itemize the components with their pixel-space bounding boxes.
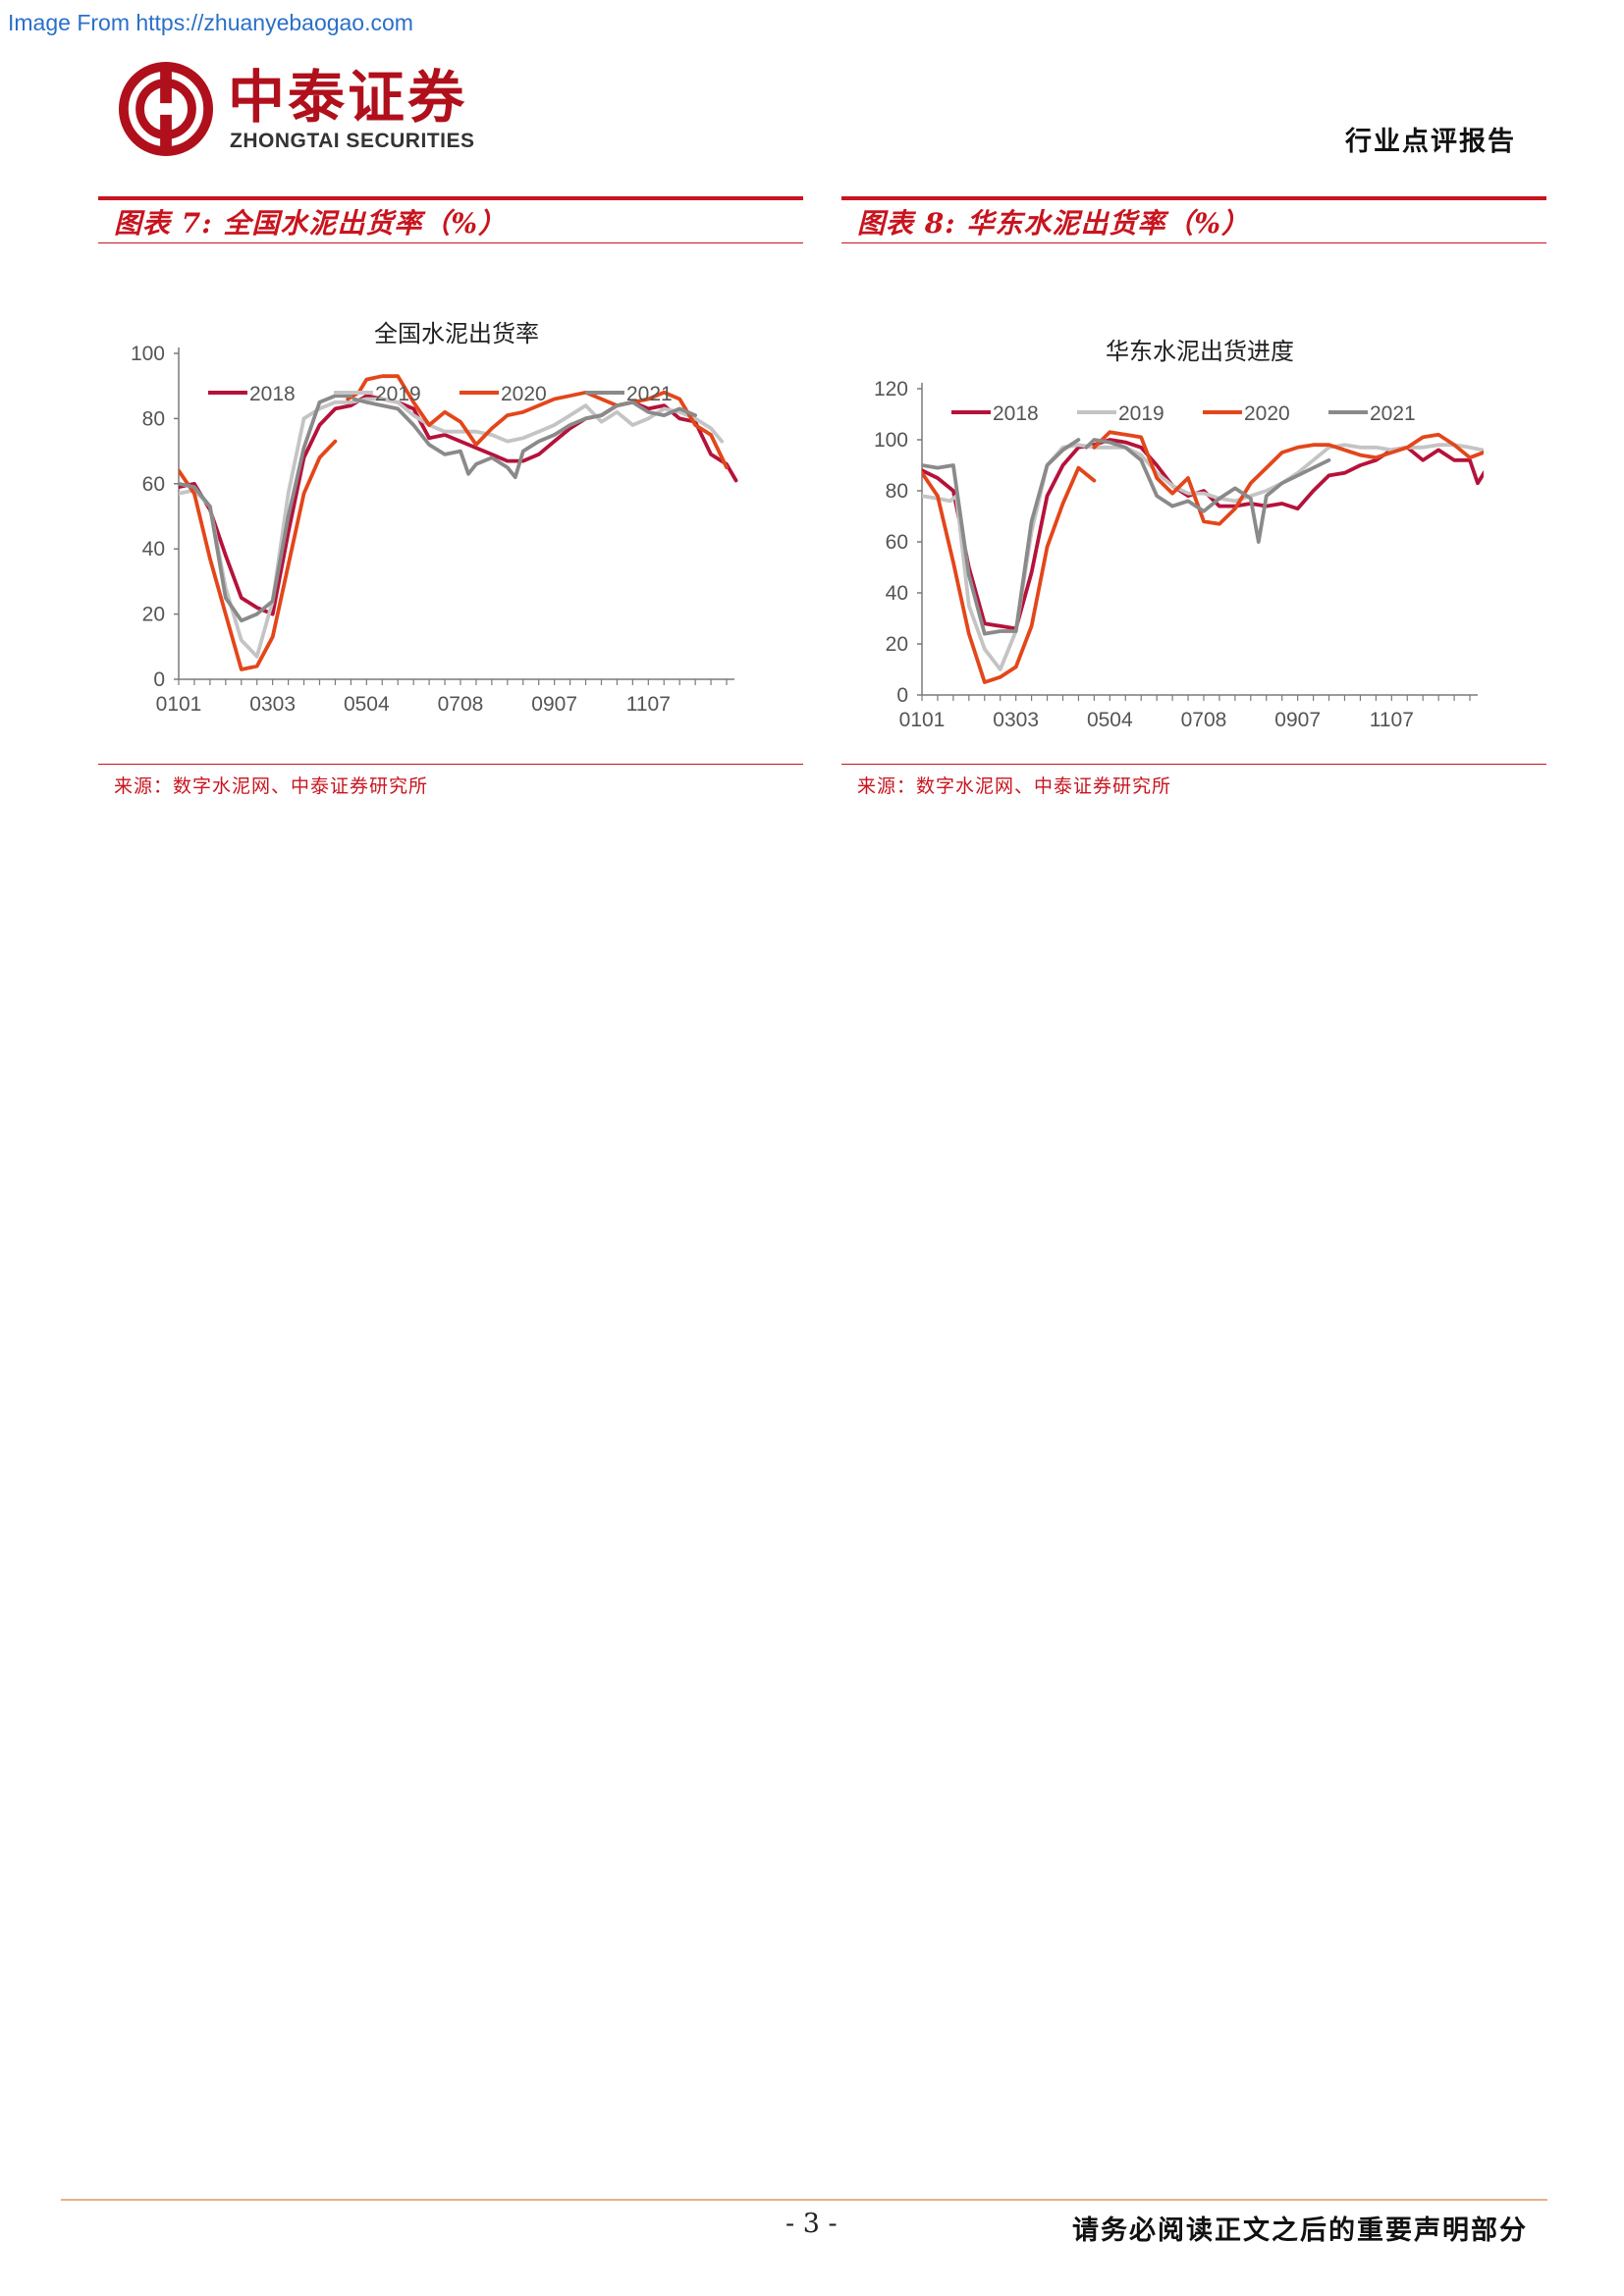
y-tick-label: 60: [142, 473, 165, 496]
x-tick-label: 0101: [156, 693, 202, 716]
y-tick-label: 80: [142, 407, 165, 430]
legend-label-2021: 2021: [626, 383, 673, 405]
series-line-2021b: [1084, 438, 1331, 544]
x-tick-label: 0708: [438, 693, 484, 716]
zhongtai-logo-icon: [118, 61, 214, 157]
y-tick-label: 80: [886, 480, 908, 503]
line-chart-svg: 华东水泥出货进度 0 20 40 60 80 100 120 0101 0303 0504 0708 0…: [874, 338, 1484, 731]
figure-title-bar: 图表 8: 华东水泥出货率（%）: [841, 196, 1546, 243]
series-line-2018: [179, 394, 738, 616]
series-line-2019: [179, 397, 725, 659]
legend-label-2021: 2021: [1370, 402, 1416, 425]
series-line-2019: [922, 443, 1484, 671]
figure-title: 图表 7: 全国水泥出货率（%）: [114, 206, 507, 240]
logo-english-name: ZHONGTAI SECURITIES: [230, 130, 475, 152]
y-tick-label: 0: [153, 668, 165, 691]
legend-label-2020: 2020: [501, 383, 547, 405]
chart-national-shipment-rate: 全国水泥出货率 0 20 40 60 80 100 0101 0303 0504 0708 0907 1…: [98, 243, 803, 764]
figure-source-bar: 来源：数字水泥网、中泰证券研究所: [98, 764, 803, 804]
figure-panel-8: 图表 8: 华东水泥出货率（%） 华东水泥出货进度 0 20 40 60 80 100 120…: [841, 196, 1546, 804]
y-tick-label: 100: [874, 429, 908, 452]
x-tick-label: 1107: [1370, 709, 1414, 731]
chart-east-china-shipment-rate: 华东水泥出货进度 0 20 40 60 80 100 120 0101 0303 0504 0708 0…: [841, 243, 1546, 764]
y-tick-label: 60: [886, 531, 908, 554]
y-tick-label: 100: [131, 343, 165, 365]
figure-title-bar: 图表 7: 全国水泥出货率（%）: [98, 196, 803, 243]
y-tick-label: 0: [896, 684, 908, 707]
figure-source: 来源：数字水泥网、中泰证券研究所: [857, 774, 1172, 797]
legend-label-2019: 2019: [1118, 402, 1164, 425]
x-tick-label: 0504: [1087, 709, 1133, 731]
figure-source-bar: 来源：数字水泥网、中泰证券研究所: [841, 764, 1546, 804]
legend-label-2018: 2018: [993, 402, 1039, 425]
report-type: 行业点评报告: [1345, 127, 1516, 157]
figure-source: 来源：数字水泥网、中泰证券研究所: [114, 774, 429, 797]
series-line-2021b: [352, 397, 697, 480]
x-tick-label: 0303: [249, 693, 296, 716]
series-line-2020: [922, 465, 1097, 684]
x-tick-label: 0303: [993, 709, 1039, 731]
x-tick-label: 0907: [531, 693, 577, 716]
figure-title: 图表 8: 华东水泥出货率（%）: [857, 206, 1250, 240]
chart-title: 华东水泥出货进度: [1106, 338, 1294, 365]
x-tick-label: 1107: [626, 693, 671, 716]
series-group: [922, 430, 1484, 684]
y-tick-label: 120: [874, 378, 908, 400]
legend-label-2020: 2020: [1244, 402, 1290, 425]
series-line-2020: [179, 374, 729, 671]
source-url[interactable]: Image From https://zhuanyebaogao.com: [8, 10, 413, 35]
y-tick-label: 20: [142, 604, 165, 626]
page-number: - 3 -: [785, 2209, 838, 2239]
legend-label-2019: 2019: [375, 383, 421, 405]
series-line-2021: [922, 438, 1081, 636]
figure-panel-7: 图表 7: 全国水泥出货率（%） 全国水泥出货率 0 20 40 60 80 100 0101…: [98, 196, 803, 804]
series-group: [179, 374, 738, 671]
x-tick-label: 0101: [899, 709, 946, 731]
legend-label-2018: 2018: [249, 383, 296, 405]
footer-disclaimer: 请务必阅读正文之后的重要声明部分: [1072, 2216, 1528, 2246]
logo-chinese-name: 中泰证券: [228, 64, 468, 131]
y-tick-label: 20: [886, 633, 908, 656]
x-tick-label: 0708: [1181, 709, 1227, 731]
series-line-2021: [179, 394, 353, 623]
x-tick-label: 0504: [344, 693, 390, 716]
chart-title: 全国水泥出货率: [374, 320, 539, 347]
line-chart-svg: 全国水泥出货率 0 20 40 60 80 100 0101 0303 0504 0708 0907 1…: [131, 320, 738, 716]
footer-divider: [61, 2199, 1547, 2201]
y-tick-label: 40: [886, 582, 908, 605]
series-line-2018: [922, 438, 1484, 631]
company-logo: 中泰证券 ZHONGTAI SECURITIES: [118, 61, 491, 164]
y-tick-label: 40: [142, 538, 165, 561]
series-line-2020b: [1092, 430, 1484, 526]
x-tick-label: 0907: [1274, 709, 1321, 731]
